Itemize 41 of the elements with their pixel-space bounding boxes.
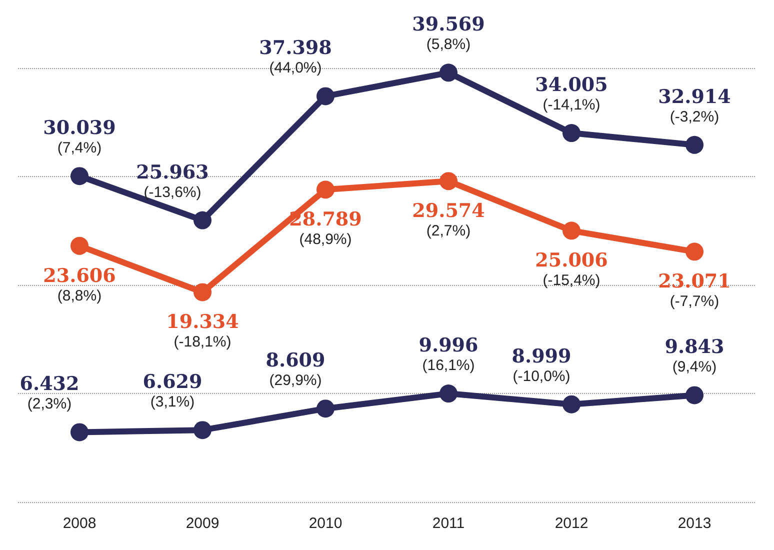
data-label: 37.398 (44,0%) — [259, 37, 332, 77]
data-label: 23.606 (8,8%) — [43, 264, 116, 304]
point — [562, 124, 580, 142]
data-label: 25.963 (-13,6%) — [136, 161, 209, 201]
data-label: 25.006 (-15,4%) — [535, 250, 608, 290]
data-label: 6.629 (3,1%) — [142, 371, 202, 411]
point — [316, 400, 334, 418]
point — [316, 180, 334, 199]
data-label: 23.071 (-7,7%) — [658, 270, 731, 310]
point — [562, 395, 580, 414]
point — [70, 423, 88, 442]
data-label: 19.334 (-18,1%) — [166, 311, 239, 351]
point — [686, 242, 704, 261]
x-tick-label: 2012 — [554, 515, 588, 532]
x-tick-label: 2011 — [432, 515, 465, 532]
point — [440, 384, 458, 403]
x-tick-label: 2009 — [186, 515, 220, 532]
point — [440, 64, 458, 82]
point — [70, 167, 88, 186]
point — [686, 136, 704, 154]
point — [686, 386, 704, 404]
data-label: 29.574 (2,7%) — [412, 200, 485, 240]
data-label: 34.005 (-14,1%) — [535, 74, 608, 114]
point — [316, 87, 334, 106]
data-label: 9.996 (16,1%) — [418, 334, 478, 374]
point — [194, 421, 212, 440]
point — [194, 211, 212, 230]
data-label: 32.914 (-3,2%) — [658, 86, 731, 126]
x-tick-label: 2008 — [62, 515, 96, 532]
point — [562, 222, 580, 240]
data-label: 9.843 (9,4%) — [664, 336, 724, 376]
data-label: 8.999 (-10,0%) — [512, 345, 572, 385]
data-label: 30.039 (7,4%) — [43, 117, 116, 157]
point — [440, 172, 458, 190]
point — [70, 236, 88, 255]
data-label: 8.609 (29,9%) — [266, 350, 326, 390]
point — [194, 283, 212, 302]
x-tick-label: 2010 — [308, 515, 342, 532]
data-label: 6.432 (2,3%) — [20, 373, 80, 413]
data-label: 39.569 (5,8%) — [412, 14, 485, 54]
x-tick-label: 2013 — [678, 515, 712, 532]
